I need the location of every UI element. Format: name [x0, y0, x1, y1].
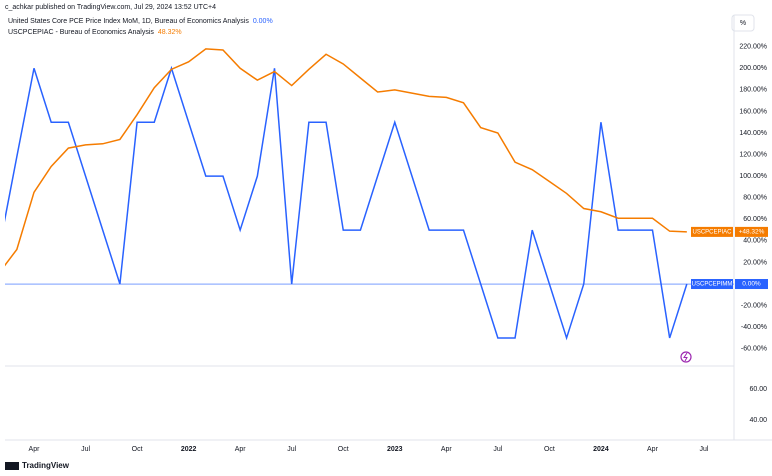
ticker-badge — [691, 226, 733, 237]
scale-button-label[interactable]: % — [740, 20, 746, 27]
y-tick-label: 100.00% — [739, 173, 767, 180]
y-tick-label: 160.00% — [739, 108, 767, 115]
y-tick-label: 220.00% — [739, 44, 767, 51]
x-tick-label: Oct — [132, 446, 143, 453]
legend-value: 0.00% — [253, 18, 273, 25]
x-tick-label: Apr — [29, 446, 41, 453]
legend-name: USCPCEPIAC - Bureau of Economics Analysi… — [8, 29, 154, 36]
legend-value: 48.32% — [158, 29, 182, 36]
x-tick-label: Apr — [441, 446, 453, 453]
series-line — [5, 48, 687, 267]
lower-y-tick-label: 40.00 — [749, 417, 767, 424]
y-tick-label: 180.00% — [739, 87, 767, 94]
lower-y-tick-label: 60.00 — [749, 386, 767, 393]
x-tick-label: Oct — [544, 446, 555, 453]
x-tick-label: Jul — [81, 446, 90, 453]
x-tick-label: Oct — [338, 446, 349, 453]
y-tick-label: 20.00% — [743, 259, 767, 266]
x-tick-label: 2023 — [387, 446, 403, 453]
y-tick-label: -60.00% — [741, 346, 767, 353]
ticker-badge-label: USCPCEPIMM — [692, 282, 733, 288]
brand: TradingView — [22, 461, 70, 470]
scale-button[interactable] — [731, 14, 755, 32]
value-badge-label: 0.00% — [742, 281, 761, 288]
x-tick-label: Apr — [235, 446, 247, 453]
x-tick-label: 2024 — [593, 446, 609, 453]
y-tick-label: 40.00% — [743, 238, 767, 245]
value-badge-label: +48.32% — [739, 229, 765, 236]
y-tick-label: 140.00% — [739, 130, 767, 137]
ticker-badge — [691, 279, 733, 290]
series — [5, 65, 688, 341]
y-tick-label: -20.00% — [741, 302, 767, 309]
x-tick-label: Jul — [287, 446, 296, 453]
y-tick-label: 80.00% — [743, 195, 767, 202]
value-badge — [735, 279, 768, 290]
series — [5, 48, 687, 267]
event-icon[interactable] — [680, 351, 692, 363]
series-line — [5, 65, 688, 341]
y-tick-label: -40.00% — [741, 324, 767, 331]
y-tick-label: 200.00% — [739, 65, 767, 72]
legend-name: United States Core PCE Price Index MoM, … — [8, 18, 249, 25]
event-icon-bolt — [683, 352, 688, 362]
y-tick-label: 120.00% — [739, 151, 767, 158]
value-badge — [735, 226, 768, 237]
x-tick-label: Apr — [647, 446, 659, 453]
brand-logo — [5, 462, 19, 470]
y-tick-label: 60.00% — [743, 216, 767, 223]
publisher: c_achkar published on TradingView.com, J… — [5, 4, 216, 11]
ticker-badge-label: USCPCEPIAC — [692, 229, 732, 235]
x-tick-label: 2022 — [181, 446, 197, 453]
x-tick-label: Jul — [493, 446, 502, 453]
x-tick-label: Jul — [700, 446, 709, 453]
